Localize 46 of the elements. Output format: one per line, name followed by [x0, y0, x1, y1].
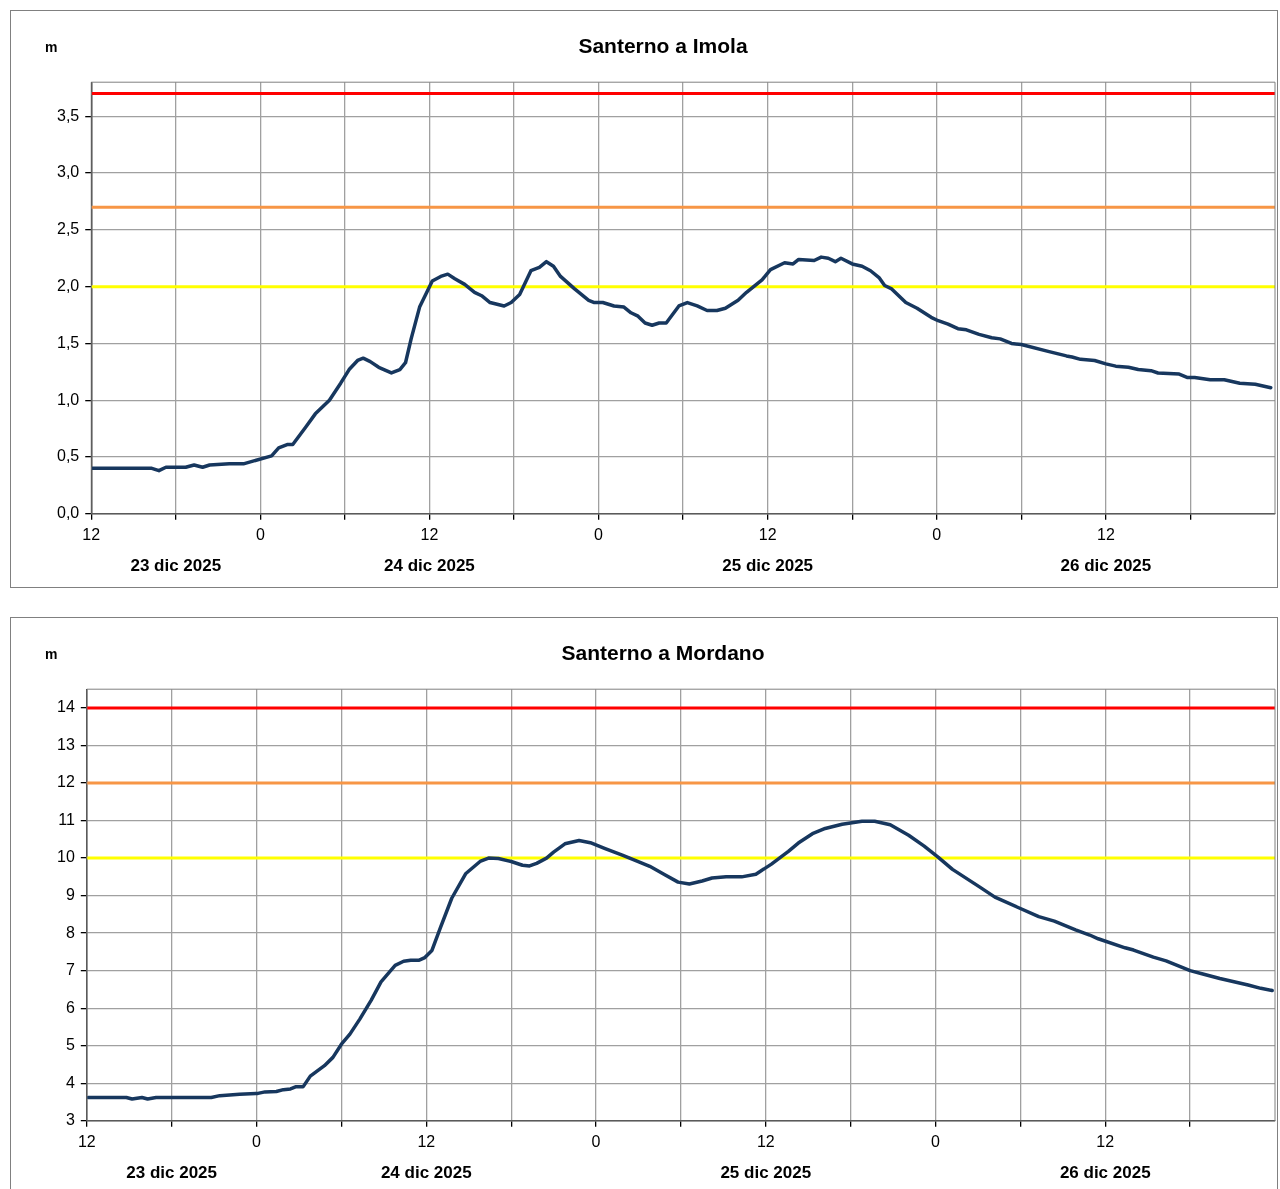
- x-tick-label: 0: [594, 525, 604, 543]
- y-tick-label: 3: [65, 1111, 75, 1129]
- y-tick-label: 2,5: [56, 220, 80, 238]
- x-tick-label: 12: [420, 525, 439, 543]
- x-tick-label: 0: [591, 1132, 601, 1150]
- y-tick-label: 4: [65, 1073, 75, 1091]
- y-tick-label: 12: [57, 773, 75, 791]
- y-tick-label: 5: [65, 1036, 75, 1054]
- y-axis-title: m: [45, 645, 58, 662]
- y-tick-label: 11: [58, 810, 75, 828]
- text: 26 dic 2025: [1059, 1162, 1151, 1182]
- y-tick-label: 6: [65, 998, 75, 1016]
- x-tick-label: 0: [255, 525, 265, 543]
- chart-title: Santerno a Mordano: [561, 641, 765, 665]
- y-tick-label: 1,0: [56, 390, 80, 408]
- y-tick-label: 14: [57, 698, 75, 716]
- text: 24 dic 2025: [384, 555, 475, 575]
- x-tick-label: 0: [252, 1132, 262, 1150]
- y-tick-label: 13: [57, 735, 75, 753]
- text: 25 dic 2025: [720, 1162, 812, 1182]
- x-tick-label: 12: [756, 1132, 775, 1150]
- x-tick-label: 12: [82, 525, 101, 543]
- text: 23 dic 2025: [130, 555, 222, 575]
- chart-title: Santerno a Imola: [578, 34, 748, 58]
- x-tick-label: 12: [1096, 1132, 1115, 1150]
- text: 25 dic 2025: [722, 555, 814, 575]
- y-axis-title: m: [45, 38, 58, 55]
- y-tick-label: 9: [65, 886, 75, 904]
- y-tick-label: 1,5: [56, 333, 80, 351]
- x-tick-label: 12: [77, 1132, 96, 1150]
- y-tick-label: 10: [57, 848, 75, 866]
- text: 26 dic 2025: [1060, 555, 1152, 575]
- text: 24 dic 2025: [380, 1162, 472, 1182]
- x-tick-label: 0: [931, 1132, 941, 1150]
- x-tick-label: 0: [932, 525, 942, 543]
- y-tick-label: 8: [65, 923, 75, 941]
- y-tick-label: 0,5: [56, 447, 80, 465]
- y-tick-label: 3,5: [56, 106, 80, 124]
- x-tick-label: 12: [417, 1132, 436, 1150]
- y-tick-label: 3,0: [56, 163, 80, 181]
- y-tick-label: 0,0: [56, 504, 80, 522]
- x-tick-label: 12: [758, 525, 777, 543]
- y-tick-label: 2,0: [56, 277, 80, 295]
- x-tick-label: 12: [1096, 525, 1115, 543]
- text: 23 dic 2025: [126, 1162, 218, 1182]
- y-tick-label: 7: [65, 961, 75, 979]
